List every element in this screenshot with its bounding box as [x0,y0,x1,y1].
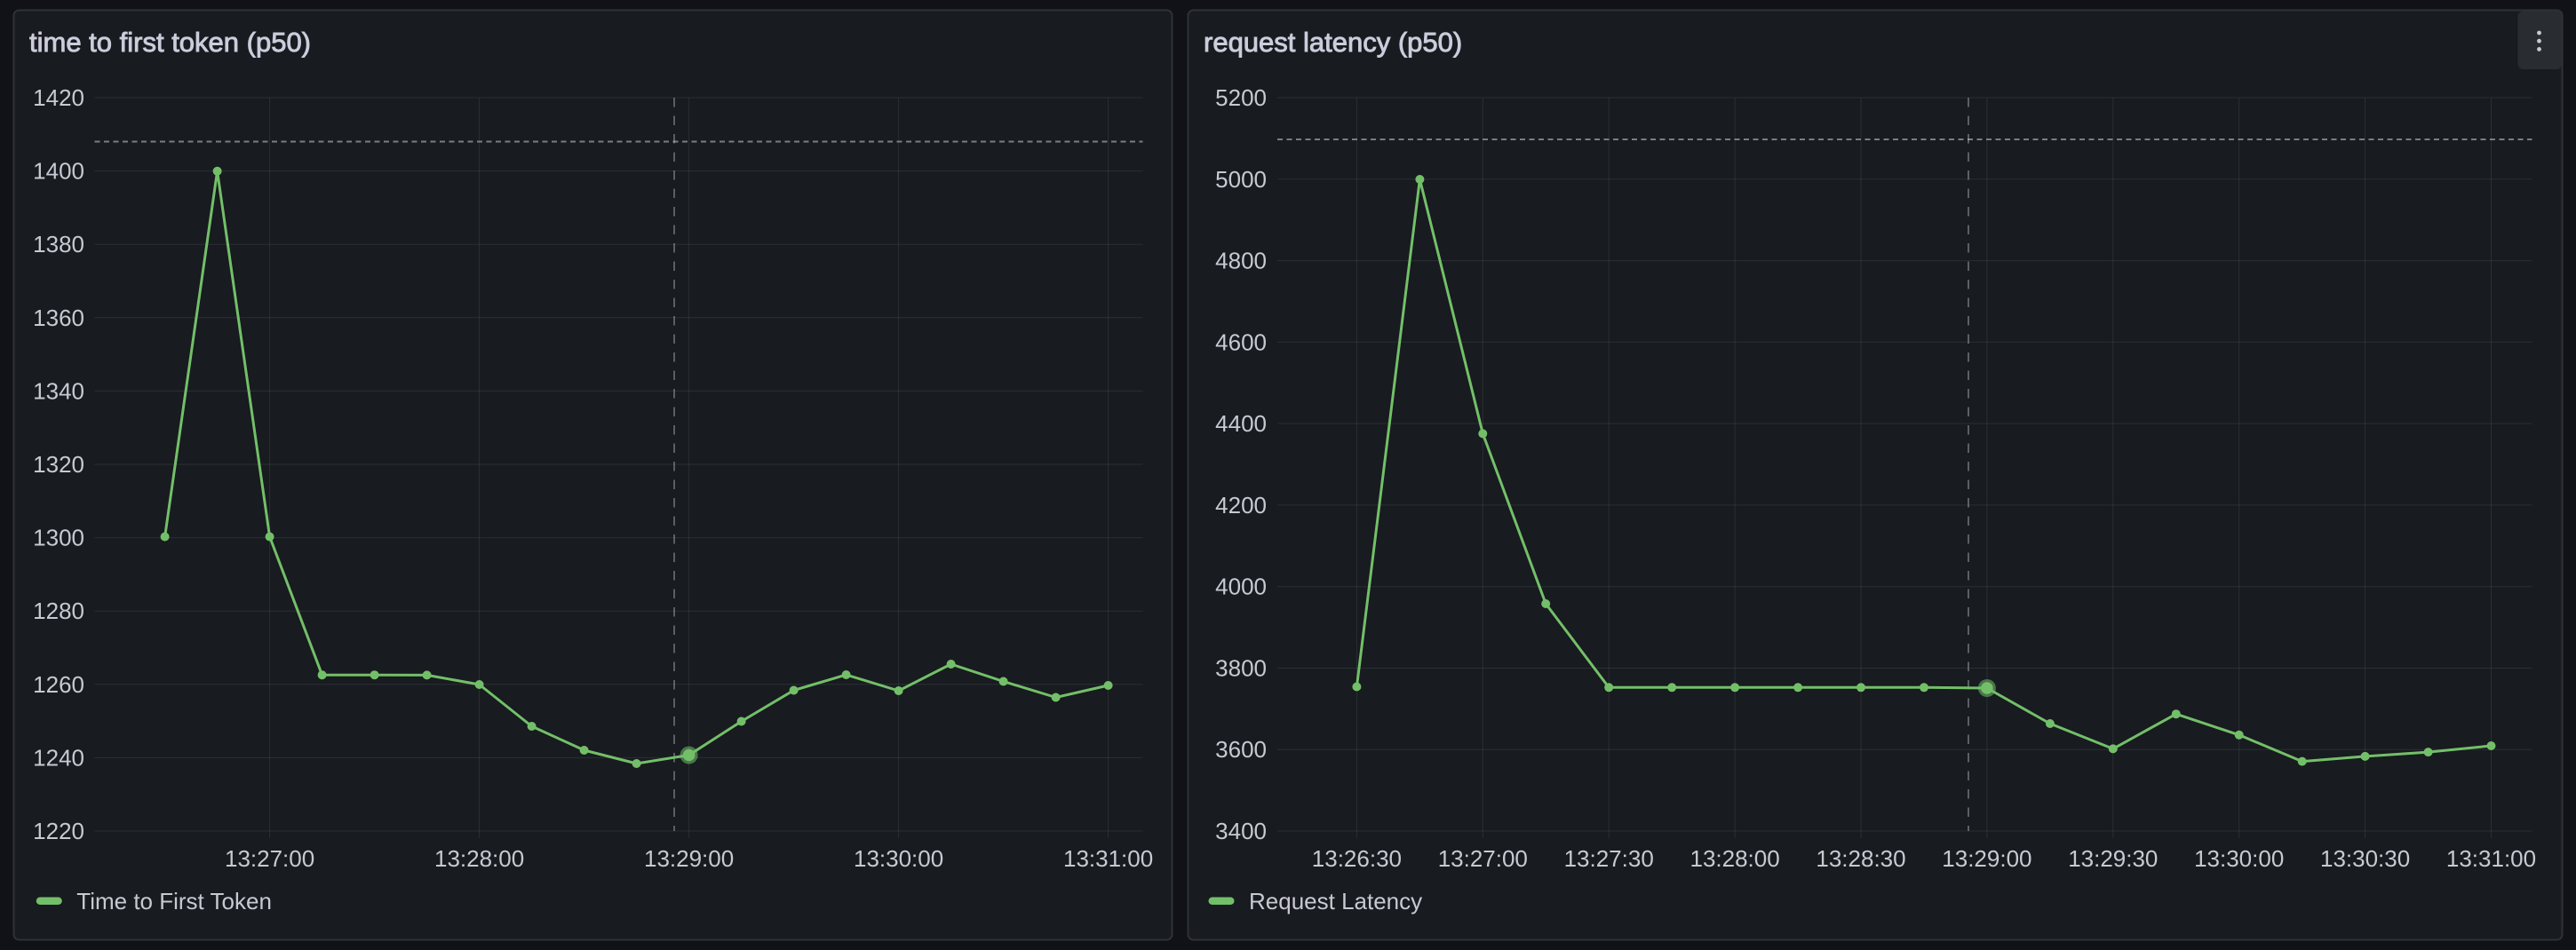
svg-text:1380: 1380 [33,231,84,257]
svg-text:1420: 1420 [33,84,84,111]
svg-text:3800: 3800 [1215,655,1267,682]
svg-text:request latency (p50): request latency (p50) [1204,27,1462,58]
svg-text:3400: 3400 [1215,818,1267,844]
svg-text:13:29:00: 13:29:00 [1942,845,2031,872]
svg-text:1320: 1320 [33,451,84,478]
svg-text:13:26:30: 13:26:30 [1312,845,1402,872]
svg-text:13:28:00: 13:28:00 [1690,845,1779,872]
svg-text:4000: 4000 [1215,574,1267,600]
svg-text:1340: 1340 [33,377,84,404]
svg-text:13:30:00: 13:30:00 [854,845,943,872]
svg-text:13:29:30: 13:29:30 [2068,845,2158,872]
svg-text:Request Latency: Request Latency [1249,888,1422,914]
svg-text:Time to First Token: Time to First Token [76,888,272,914]
svg-text:13:27:00: 13:27:00 [1438,845,1528,872]
svg-text:1300: 1300 [33,525,84,551]
svg-text:1360: 1360 [33,305,84,331]
svg-text:5000: 5000 [1215,166,1267,193]
svg-text:4800: 4800 [1215,248,1267,274]
svg-text:13:31:00: 13:31:00 [1063,845,1153,872]
svg-text:13:30:00: 13:30:00 [2194,845,2284,872]
svg-text:13:29:00: 13:29:00 [644,845,734,872]
svg-text:4200: 4200 [1215,492,1267,519]
svg-text:13:27:30: 13:27:30 [1564,845,1654,872]
svg-text:3600: 3600 [1215,736,1267,763]
svg-text:1240: 1240 [33,744,84,771]
svg-text:4400: 4400 [1215,410,1267,437]
svg-text:13:30:30: 13:30:30 [2320,845,2410,872]
svg-text:5200: 5200 [1215,84,1267,111]
svg-text:13:28:30: 13:28:30 [1816,845,1905,872]
svg-text:1400: 1400 [33,158,84,185]
svg-text:1220: 1220 [33,818,84,844]
svg-text:13:28:00: 13:28:00 [434,845,524,872]
svg-text:4600: 4600 [1215,329,1267,355]
svg-text:13:31:00: 13:31:00 [2446,845,2536,872]
svg-text:1280: 1280 [33,598,84,624]
svg-text:time to first token (p50): time to first token (p50) [29,27,311,58]
svg-text:1260: 1260 [33,671,84,698]
svg-text:13:27:00: 13:27:00 [225,845,314,872]
